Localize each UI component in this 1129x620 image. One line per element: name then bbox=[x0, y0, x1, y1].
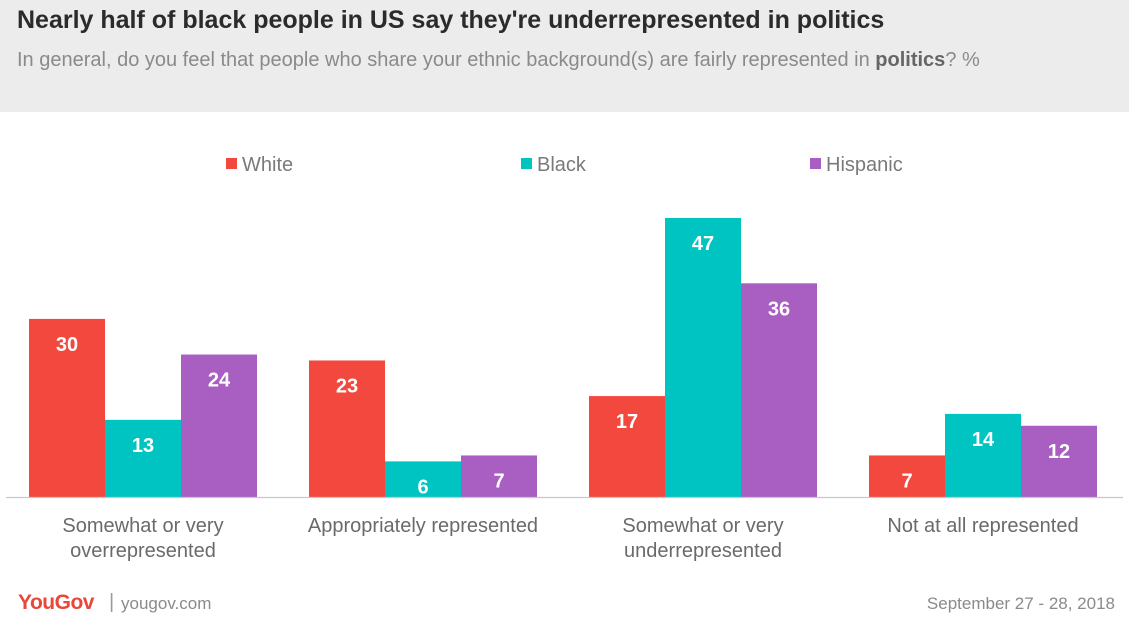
chart-title: Nearly half of black people in US say th… bbox=[17, 6, 885, 34]
data-label-white-2: 17 bbox=[616, 411, 638, 433]
category-label-3: Not at all represented bbox=[887, 515, 1078, 537]
data-label-white-1: 23 bbox=[336, 375, 358, 397]
legend-swatch-white bbox=[226, 158, 237, 169]
yougov-logo: YouGov bbox=[18, 591, 94, 614]
category-label-0: overrepresented bbox=[70, 540, 216, 562]
data-label-black-3: 14 bbox=[972, 429, 995, 451]
data-label-white-3: 7 bbox=[901, 470, 912, 492]
legend-label-black: Black bbox=[537, 154, 587, 176]
chart-subtitle: In general, do you feel that people who … bbox=[17, 47, 1097, 74]
footer-url[interactable]: yougov.com bbox=[121, 594, 212, 613]
footer-separator: | bbox=[109, 591, 115, 613]
bar-white-0 bbox=[29, 318, 105, 497]
legend-label-hispanic: Hispanic bbox=[826, 154, 903, 176]
data-label-black-2: 47 bbox=[692, 233, 714, 255]
category-label-2: Somewhat or very bbox=[622, 515, 783, 537]
data-label-white-0: 30 bbox=[56, 334, 78, 356]
category-label-2: underrepresented bbox=[624, 540, 782, 562]
legend-swatch-black bbox=[521, 158, 532, 169]
bar-hispanic-0 bbox=[181, 354, 257, 497]
subtitle-bold-text: politics bbox=[875, 49, 946, 71]
header-band: Nearly half of black people in US say th… bbox=[0, 0, 1129, 112]
bar-chart: White Black Hispanic 30 13 24 Somewhat or very… bbox=[6, 154, 1123, 562]
bar-white-1 bbox=[309, 360, 385, 497]
data-label-black-1: 6 bbox=[417, 476, 428, 498]
legend-label-white: White bbox=[242, 154, 293, 176]
data-label-hispanic-0: 24 bbox=[208, 370, 231, 392]
bar-black-1 bbox=[385, 461, 461, 497]
bar-black-3 bbox=[945, 413, 1021, 497]
bar-black-0 bbox=[105, 419, 181, 497]
data-label-hispanic-3: 12 bbox=[1048, 441, 1070, 463]
bar-black-2 bbox=[665, 218, 741, 497]
data-label-hispanic-2: 36 bbox=[768, 298, 790, 320]
data-label-hispanic-1: 7 bbox=[493, 470, 504, 492]
survey-date: September 27 - 28, 2018 bbox=[926, 594, 1115, 613]
subtitle-text: In general, do you feel that people who … bbox=[17, 49, 876, 71]
subtitle-suffix: ? % bbox=[945, 49, 980, 71]
bar-hispanic-3 bbox=[1021, 425, 1097, 497]
category-label-1: Appropriately represented bbox=[308, 515, 538, 537]
category-label-0: Somewhat or very bbox=[62, 515, 223, 537]
data-label-black-0: 13 bbox=[132, 435, 154, 457]
bar-hispanic-1 bbox=[461, 455, 537, 497]
bar-hispanic-2 bbox=[741, 283, 817, 497]
bar-white-3 bbox=[869, 455, 945, 497]
bar-white-2 bbox=[589, 396, 665, 497]
legend-swatch-hispanic bbox=[810, 158, 821, 169]
